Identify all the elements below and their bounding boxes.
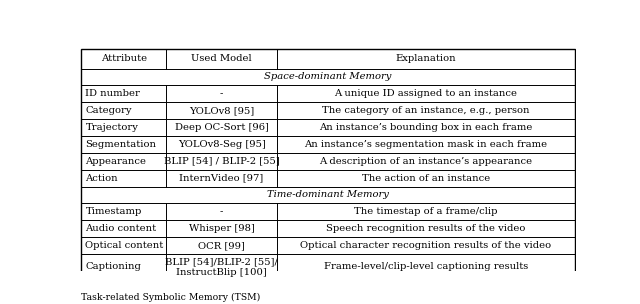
Text: YOLOv8 [95]: YOLOv8 [95] bbox=[189, 106, 254, 115]
Text: Action: Action bbox=[86, 174, 118, 183]
Text: Audio content: Audio content bbox=[86, 224, 157, 233]
Text: Task-related Symbolic Memory (TSM): Task-related Symbolic Memory (TSM) bbox=[81, 292, 261, 302]
Text: A unique ID assigned to an instance: A unique ID assigned to an instance bbox=[335, 89, 518, 98]
Text: An instance’s segmentation mask in each frame: An instance’s segmentation mask in each … bbox=[305, 140, 548, 149]
Text: ID number: ID number bbox=[86, 89, 140, 98]
Text: Optical character recognition results of the video: Optical character recognition results of… bbox=[300, 241, 552, 250]
Text: A description of an instance’s appearance: A description of an instance’s appearanc… bbox=[319, 157, 532, 166]
Text: Appearance: Appearance bbox=[86, 157, 147, 166]
Text: BLIP [54] / BLIP-2 [55]: BLIP [54] / BLIP-2 [55] bbox=[164, 157, 280, 166]
Text: Whisper [98]: Whisper [98] bbox=[189, 224, 255, 233]
Text: Trajectory: Trajectory bbox=[86, 123, 138, 132]
Text: Frame-level/clip-level captioning results: Frame-level/clip-level captioning result… bbox=[324, 262, 528, 271]
Text: -: - bbox=[220, 207, 223, 216]
Text: Attribute: Attribute bbox=[100, 54, 147, 64]
Text: Time-dominant Memory: Time-dominant Memory bbox=[267, 190, 389, 199]
Text: Category: Category bbox=[86, 106, 132, 115]
Text: Explanation: Explanation bbox=[396, 54, 456, 64]
Text: An instance’s bounding box in each frame: An instance’s bounding box in each frame bbox=[319, 123, 532, 132]
Text: Timestamp: Timestamp bbox=[86, 207, 142, 216]
Text: The category of an instance, ​e.g.​, person: The category of an instance, ​e.g.​, per… bbox=[322, 106, 530, 115]
Text: BLIP [54]/BLIP-2 [55]/
InstructBlip [100]: BLIP [54]/BLIP-2 [55]/ InstructBlip [100… bbox=[165, 257, 278, 277]
Text: Used Model: Used Model bbox=[191, 54, 252, 64]
Text: InternVideo [97]: InternVideo [97] bbox=[179, 174, 264, 183]
Text: YOLOv8-Seg [95]: YOLOv8-Seg [95] bbox=[178, 140, 266, 149]
Text: Deep OC-Sort [96]: Deep OC-Sort [96] bbox=[175, 123, 269, 132]
Text: The timestap of a frame/clip: The timestap of a frame/clip bbox=[354, 207, 498, 216]
Text: OCR [99]: OCR [99] bbox=[198, 241, 245, 250]
Text: Captioning: Captioning bbox=[86, 262, 141, 271]
Text: Optical content: Optical content bbox=[86, 241, 164, 250]
Text: Speech recognition results of the video: Speech recognition results of the video bbox=[326, 224, 525, 233]
Text: Segmentation: Segmentation bbox=[86, 140, 156, 149]
Text: The action of an instance: The action of an instance bbox=[362, 174, 490, 183]
Text: -: - bbox=[220, 89, 223, 98]
Text: Space-dominant Memory: Space-dominant Memory bbox=[264, 72, 392, 81]
